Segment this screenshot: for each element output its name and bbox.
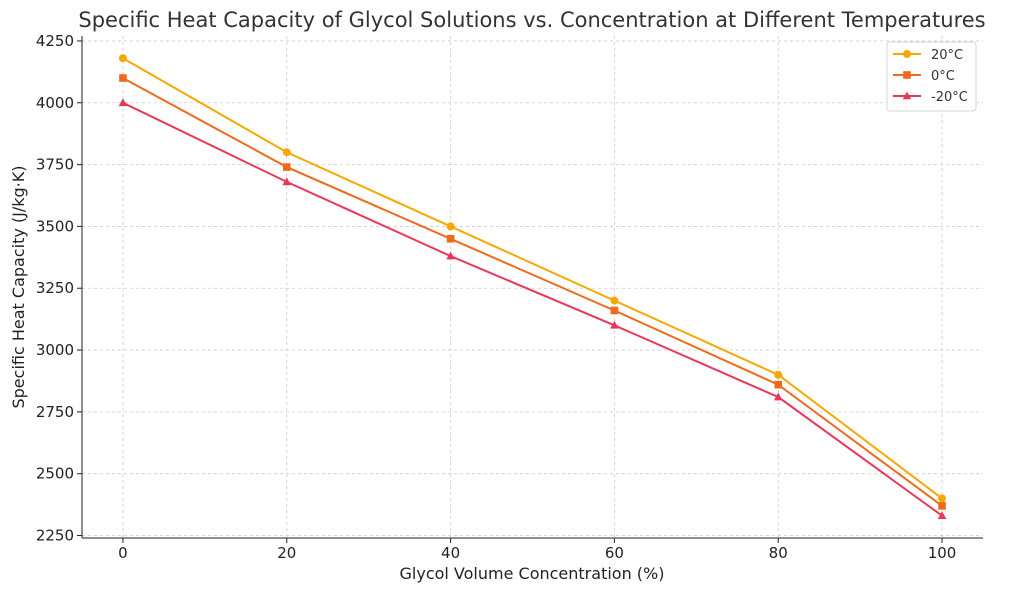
y-tick-label: 3500: [36, 217, 74, 235]
y-tick-label: 4000: [36, 94, 74, 112]
y-tick-label: 2250: [36, 527, 74, 545]
y-axis-label: Specific Heat Capacity (J/kg·K): [9, 166, 28, 409]
data-point: [446, 222, 455, 231]
data-point: [774, 380, 783, 389]
legend-box: [886, 41, 977, 112]
data-point: [610, 306, 619, 315]
x-tick-label: 60: [605, 544, 624, 562]
x-tick-label: 20: [277, 544, 296, 562]
data-point: [773, 392, 783, 401]
legend-item: 20°C: [893, 48, 963, 63]
series-group: [118, 54, 947, 520]
data-point: [938, 494, 947, 503]
series-line: [122, 57, 943, 500]
series-2: [118, 98, 947, 520]
axes: [81, 36, 983, 539]
legend-item: -20°C: [893, 90, 968, 105]
data-point: [938, 502, 946, 510]
y-tick-label: 3000: [36, 341, 74, 359]
legend: 20°C 0°C -20°C: [886, 41, 977, 112]
series-line: [122, 101, 943, 517]
series-1: [119, 74, 946, 510]
ticks: 0 20 40 60 80 100 2250 2500 2750 3000 3250 3500 3750…: [36, 32, 957, 562]
legend-label: 0°C: [931, 69, 955, 84]
data-point: [774, 370, 783, 379]
legend-marker: [903, 71, 911, 79]
x-tick-label: 100: [928, 544, 957, 562]
data-point: [118, 54, 127, 63]
data-point: [446, 251, 455, 260]
series-0: [118, 54, 947, 503]
data-point: [119, 74, 127, 82]
data-point: [937, 511, 947, 520]
data-point: [118, 98, 128, 107]
chart-title: Specific Heat Capacity of Glycol Solutio…: [78, 8, 985, 32]
series-line: [122, 77, 943, 507]
grid: [82, 36, 983, 538]
legend-marker: [903, 50, 911, 58]
y-tick-label: 3250: [36, 279, 74, 297]
y-tick-label: 2750: [36, 403, 74, 421]
x-tick-label: 0: [118, 544, 128, 562]
y-tick-label: 4250: [36, 32, 74, 50]
x-tick-label: 40: [441, 544, 460, 562]
data-point: [610, 296, 619, 305]
legend-item: 0°C: [893, 69, 955, 84]
legend-marker: [902, 91, 912, 100]
data-point: [282, 163, 291, 171]
data-point: [610, 320, 619, 329]
x-axis-label: Glycol Volume Concentration (%): [400, 564, 665, 583]
y-tick-label: 3750: [36, 156, 74, 174]
y-tick-label: 2500: [36, 465, 74, 483]
data-point: [282, 177, 292, 186]
data-point: [446, 234, 455, 243]
data-point: [282, 148, 291, 157]
x-tick-label: 80: [769, 544, 788, 562]
legend-label: 20°C: [931, 48, 963, 63]
legend-label: -20°C: [931, 90, 968, 105]
